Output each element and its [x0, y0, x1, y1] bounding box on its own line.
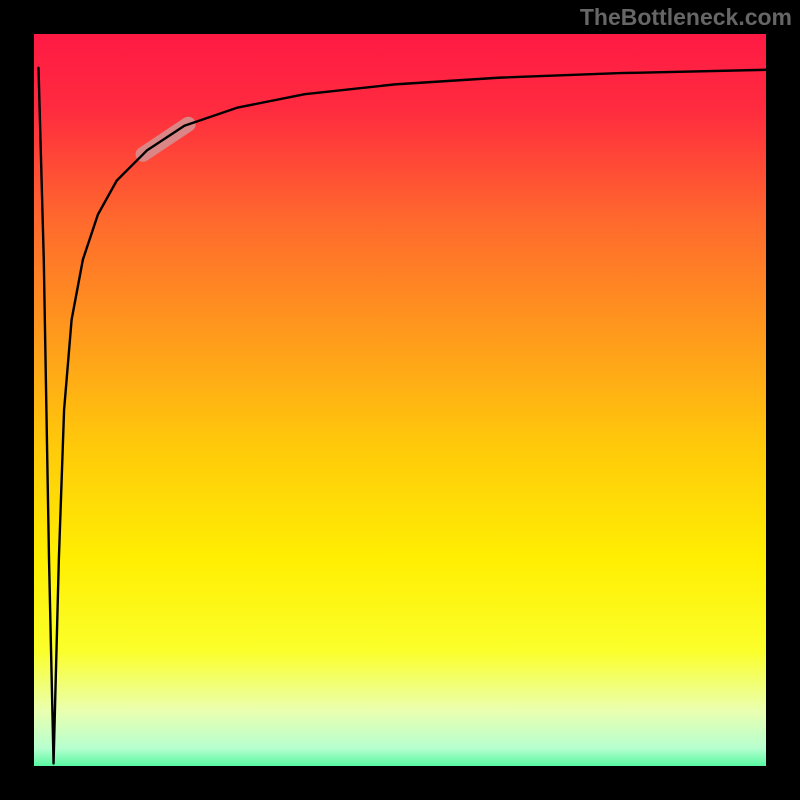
plot-border-right: [766, 0, 800, 800]
plot-border-left: [0, 0, 34, 800]
watermark-text: TheBottleneck.com: [580, 4, 792, 31]
plot-border-bottom: [0, 766, 800, 800]
chart-frame: TheBottleneck.com: [0, 0, 800, 800]
bottleneck-chart-svg: [0, 0, 800, 800]
